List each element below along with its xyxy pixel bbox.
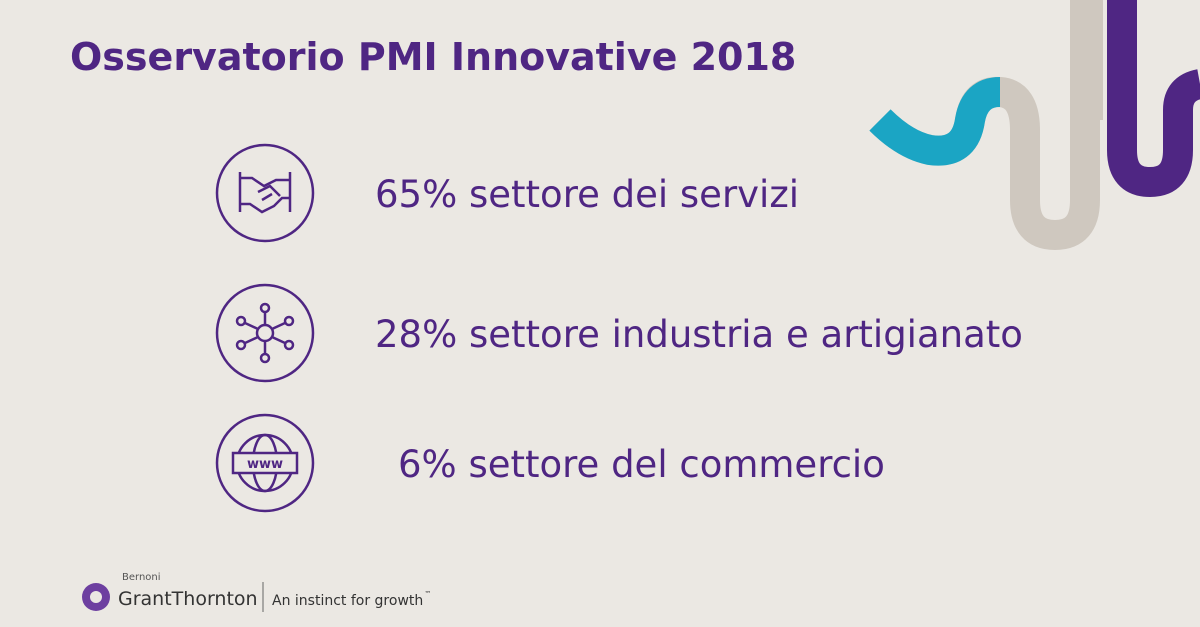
tagline: An instinct for growth (272, 593, 423, 609)
ribbons (869, 0, 1200, 251)
trademark: ™ (424, 590, 431, 598)
brand-top: Bernoni (122, 572, 161, 583)
icon-www: www (215, 413, 315, 513)
icon-handshake (215, 143, 315, 243)
svg-text:www: www (247, 457, 283, 472)
stat-text: 65% settore dei servizi (375, 173, 799, 216)
brand: GrantThornton (118, 588, 258, 610)
stat-text: 28% settore industria e artigianato (375, 313, 1023, 356)
logo: Bernoni GrantThornton An instinct for gr… (82, 572, 431, 612)
stat-text: 6% settore del commercio (398, 443, 885, 486)
icon-network (215, 283, 315, 383)
title: Osservatorio PMI Innovative 2018 (70, 35, 796, 79)
